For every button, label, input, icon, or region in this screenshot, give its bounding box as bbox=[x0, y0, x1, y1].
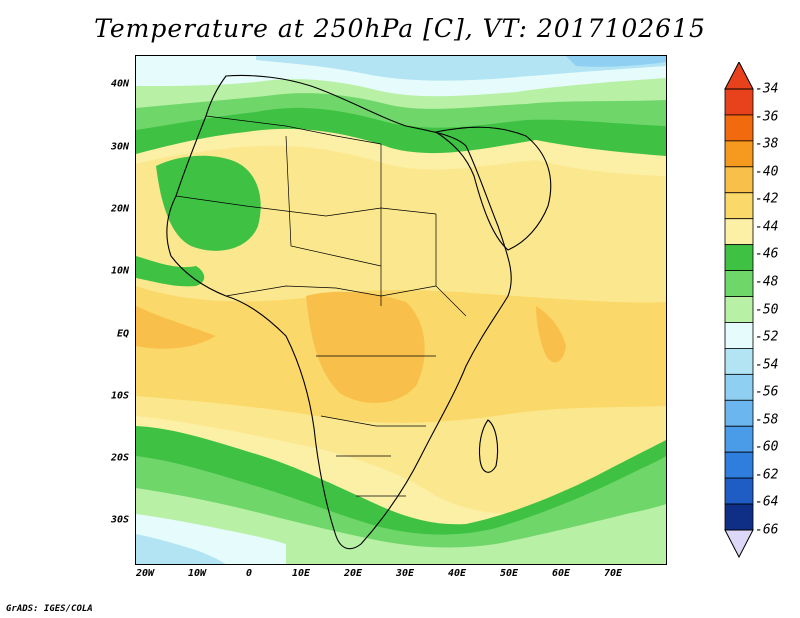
lon-label-20e: 20E bbox=[343, 568, 363, 579]
band-minus-40-congo bbox=[306, 291, 425, 404]
colorbar-label: -34 bbox=[755, 81, 779, 97]
colorbar-swatch bbox=[724, 425, 754, 453]
country-borders bbox=[175, 115, 467, 497]
lat-label-30n: 30N bbox=[110, 141, 129, 153]
lon-label-60e: 60E bbox=[551, 568, 571, 579]
colorbar-label: -36 bbox=[755, 109, 779, 125]
colorbar-swatch bbox=[724, 477, 754, 505]
colorbar-swatch bbox=[724, 88, 754, 116]
colorbar-label: -62 bbox=[755, 467, 779, 483]
colorbar-swatch bbox=[724, 140, 754, 168]
colorbar-swatch bbox=[724, 373, 754, 401]
colorbar-swatches bbox=[724, 88, 754, 531]
band-minus-40-atlantic bbox=[136, 306, 216, 349]
coastlines bbox=[166, 74, 552, 550]
colorbar-label: -44 bbox=[755, 219, 779, 235]
band-minus-56-north bbox=[566, 56, 666, 67]
colorbar-swatch bbox=[724, 451, 754, 479]
colorbar-bottom-arrow bbox=[724, 529, 754, 559]
colorbar-swatch bbox=[724, 218, 754, 246]
colorbar-label: -64 bbox=[755, 494, 779, 510]
colorbar bbox=[724, 62, 754, 559]
band-minus-54-north bbox=[256, 56, 666, 81]
colorbar-label: -46 bbox=[755, 246, 779, 262]
band-minus-46-west bbox=[136, 256, 205, 287]
colorbar-label: -60 bbox=[755, 439, 779, 455]
colorbar-swatch bbox=[724, 166, 754, 194]
colorbar-top-arrow bbox=[724, 62, 754, 90]
colorbar-label: -56 bbox=[755, 384, 779, 400]
colorbar-swatch bbox=[724, 348, 754, 375]
colorbar-label: -40 bbox=[755, 164, 779, 180]
colorbar-label: -42 bbox=[755, 191, 779, 207]
colorbar-swatch bbox=[724, 399, 754, 427]
colorbar-swatch bbox=[724, 270, 754, 297]
lat-label-20n: 20N bbox=[110, 203, 129, 215]
colorbar-label: -50 bbox=[755, 302, 779, 317]
lon-label-10w: 10W bbox=[187, 568, 207, 579]
lat-label-40n: 40N bbox=[110, 78, 129, 90]
band-minus-54-south bbox=[136, 534, 226, 564]
lat-label-10s: 10S bbox=[110, 390, 129, 402]
grads-credit: GrADS: IGES/COLA bbox=[6, 604, 93, 614]
lat-label-eq: EQ bbox=[116, 328, 129, 340]
colorbar-swatch bbox=[724, 192, 754, 220]
lon-label-10e: 10E bbox=[291, 568, 311, 579]
lon-label-30e: 30E bbox=[395, 568, 415, 579]
lat-label-30s: 30S bbox=[110, 514, 129, 526]
colorbar-swatch bbox=[724, 296, 754, 323]
colorbar-swatch bbox=[724, 114, 754, 142]
lon-label-50e: 50E bbox=[499, 568, 519, 579]
colorbar-label: -38 bbox=[755, 136, 779, 152]
lon-label-20w: 20W bbox=[135, 568, 155, 579]
colorbar-label: -48 bbox=[755, 274, 779, 290]
colorbar-label: -52 bbox=[755, 329, 779, 345]
plot-title: Temperature at 250hPa [C], VT: 201710261… bbox=[94, 14, 706, 43]
colorbar-swatch bbox=[724, 503, 754, 531]
colorbar-label: -58 bbox=[755, 412, 779, 428]
lon-label-70e: 70E bbox=[603, 568, 623, 579]
lat-label-10n: 10N bbox=[110, 265, 129, 277]
lon-label-0: 0 bbox=[245, 568, 253, 579]
colorbar-swatch bbox=[724, 244, 754, 271]
map-canvas bbox=[136, 56, 666, 564]
lon-label-40e: 40E bbox=[447, 568, 467, 579]
colorbar-label: -54 bbox=[755, 357, 779, 373]
temperature-map bbox=[135, 55, 667, 565]
colorbar-swatch bbox=[724, 322, 754, 349]
lat-label-20s: 20S bbox=[110, 452, 129, 464]
colorbar-label: -66 bbox=[755, 522, 779, 538]
band-minus-40-indian bbox=[536, 306, 566, 363]
